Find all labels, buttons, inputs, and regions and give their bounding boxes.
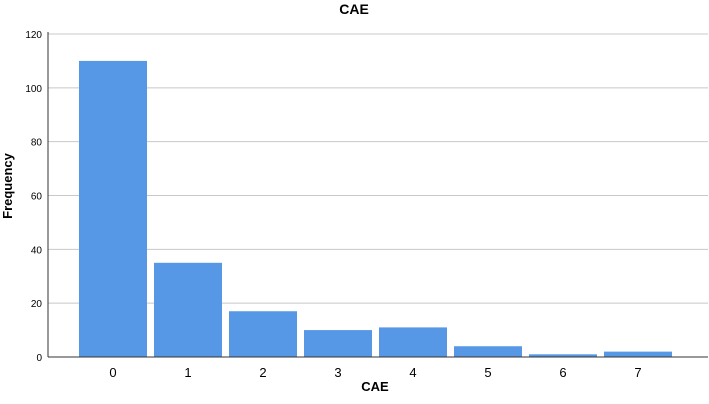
- x-tick-label: 2: [259, 365, 266, 380]
- bar-5: [454, 346, 522, 357]
- axes: [47, 32, 708, 358]
- x-axis-label: CAE: [361, 379, 389, 394]
- bar-1: [154, 262, 222, 357]
- bar-7: [604, 351, 672, 357]
- x-tick-label: 0: [109, 365, 116, 380]
- x-tick-label: 5: [484, 365, 491, 380]
- bar-3: [304, 330, 372, 357]
- chart-title: CAE: [339, 1, 369, 17]
- y-tick-label: 80: [31, 138, 43, 149]
- x-axis-ticks: 0 1 2 3 4 5 6 7: [109, 365, 641, 380]
- x-tick-label: 1: [184, 365, 191, 380]
- bar-4: [379, 327, 447, 357]
- y-tick-label: 120: [25, 30, 42, 41]
- y-axis-label: Frequency: [0, 152, 15, 219]
- x-tick-label: 6: [559, 365, 566, 380]
- x-tick-label: 7: [634, 365, 641, 380]
- y-tick-label: 40: [31, 245, 43, 256]
- y-tick-label: 100: [25, 84, 42, 95]
- y-tick-label: 20: [31, 299, 43, 310]
- x-tick-label: 3: [334, 365, 341, 380]
- x-tick-label: 4: [409, 365, 416, 380]
- bar-2: [229, 311, 297, 357]
- y-tick-label: 60: [31, 192, 43, 203]
- gridlines: [48, 33, 708, 304]
- y-tick-label: 0: [36, 353, 42, 364]
- bar-0: [79, 60, 147, 358]
- bar-6: [529, 354, 597, 357]
- bars: [79, 60, 672, 358]
- y-axis-ticks: 0 20 40 60 80 100 120: [25, 30, 42, 364]
